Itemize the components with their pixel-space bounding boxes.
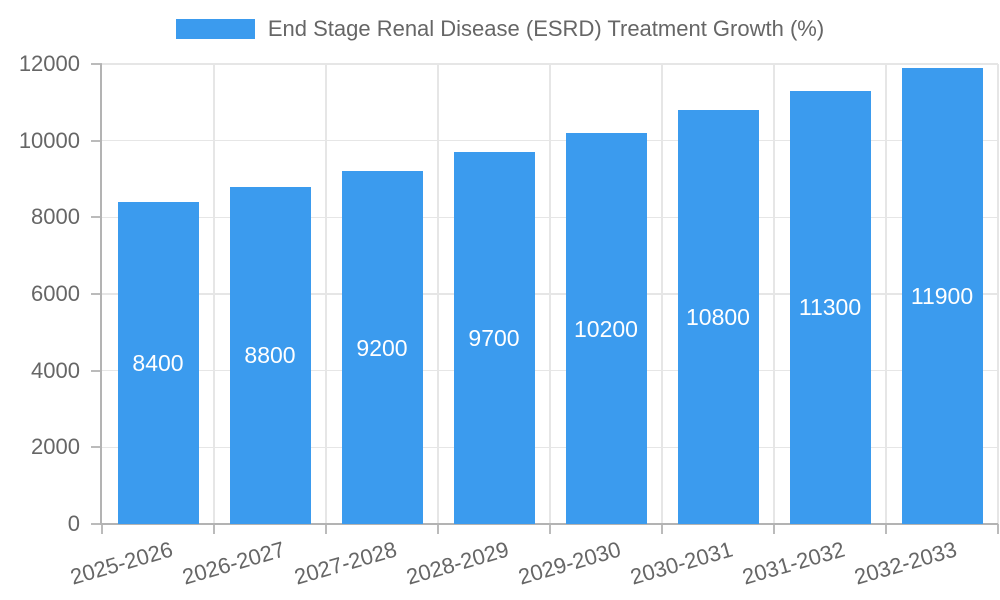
x-tick-mark [661, 524, 663, 534]
y-tick-label: 2000 [31, 434, 80, 460]
y-tick-mark [91, 369, 102, 372]
x-axis [100, 523, 998, 525]
x-tick-mark [437, 524, 439, 534]
x-tick-label: 2027-2028 [291, 536, 400, 590]
y-tick-mark [91, 293, 102, 295]
y-tick-mark [91, 63, 102, 65]
gridline-vertical [213, 64, 215, 524]
gridline-vertical [773, 64, 775, 524]
bar[interactable] [565, 133, 647, 524]
x-tick-mark [773, 524, 775, 534]
x-tick-mark [885, 524, 887, 534]
x-tick-label: 2031-2032 [739, 536, 848, 590]
gridline-vertical [661, 64, 663, 524]
bar[interactable] [789, 90, 871, 524]
y-tick-label: 4000 [31, 357, 80, 383]
bar[interactable] [453, 152, 535, 524]
x-tick-label: 2030-2031 [627, 536, 736, 590]
bar[interactable] [229, 186, 311, 524]
y-tick-mark [91, 139, 102, 142]
y-tick-mark [91, 216, 102, 219]
bar[interactable] [117, 202, 199, 524]
y-tick-label: 6000 [31, 281, 80, 306]
legend-label: End Stage Renal Disease (ESRD) Treatment… [267, 16, 825, 41]
x-tick-label: 2028-2029 [403, 536, 512, 590]
bar[interactable] [901, 67, 983, 524]
gridline-vertical [997, 64, 999, 524]
x-tick-mark [101, 524, 103, 534]
x-tick-mark [325, 524, 327, 534]
bar[interactable] [677, 110, 759, 524]
y-tick-label: 8000 [31, 204, 80, 230]
gridline-vertical [325, 64, 327, 524]
y-axis [100, 64, 102, 524]
y-tick-label: 10000 [18, 127, 80, 153]
x-tick-label: 2026-2027 [179, 536, 288, 590]
y-tick-mark [91, 523, 102, 525]
gridline-vertical [437, 64, 439, 524]
x-tick-mark [997, 524, 999, 534]
x-tick-label: 2025-2026 [67, 536, 176, 590]
y-tick-label: 12000 [18, 51, 80, 76]
x-tick-mark [549, 524, 551, 534]
legend-swatch [175, 19, 255, 39]
gridline-vertical [549, 64, 551, 524]
legend-item[interactable]: End Stage Renal Disease (ESRD) Treatment… [0, 16, 1000, 42]
y-tick-mark [91, 446, 102, 449]
x-tick-label: 2032-2033 [851, 536, 960, 590]
y-tick-label: 0 [67, 511, 80, 536]
bar[interactable] [341, 171, 423, 524]
x-tick-label: 2029-2030 [515, 536, 624, 590]
gridline-vertical [885, 64, 887, 524]
x-tick-mark [213, 524, 215, 534]
